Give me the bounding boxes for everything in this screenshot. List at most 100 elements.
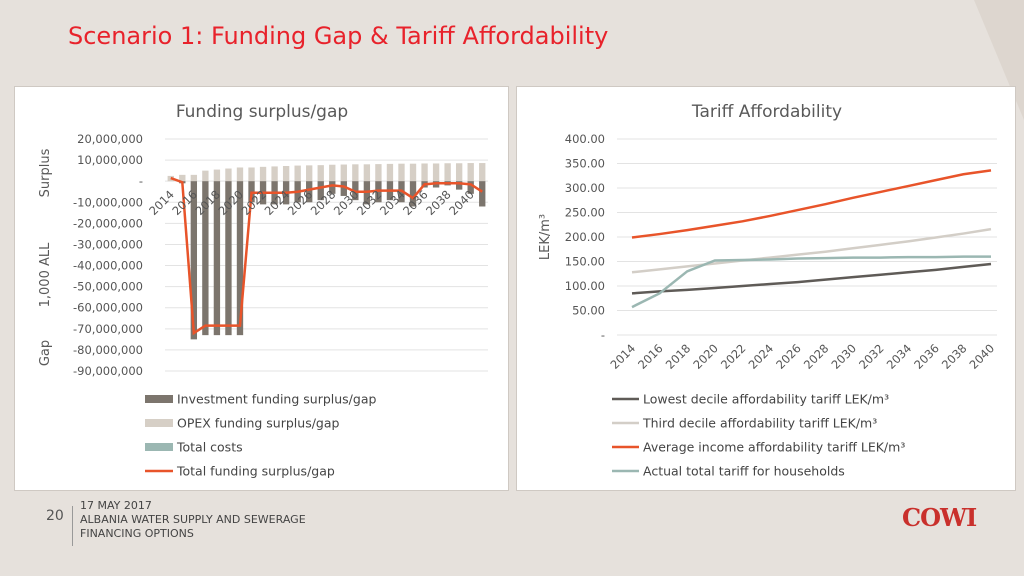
x-tick-label: 2030 (828, 341, 859, 372)
investment-bar (317, 181, 324, 201)
opex-bar (213, 169, 221, 182)
y-axis-label: LEK/m³ (538, 214, 553, 260)
legend-label: Investment funding surplus/gap (177, 392, 376, 407)
tariff-chart: Tariff Affordability 400.00 350.00 300.00 25… (538, 102, 998, 479)
series-line (631, 262, 992, 295)
x-tick-label: 2014 (608, 341, 639, 372)
y-tick-label: 10,000,000 (77, 153, 143, 167)
opex-bar (398, 163, 405, 182)
investment-bar (479, 181, 486, 207)
footer-line2: FINANCING OPTIONS (80, 527, 194, 540)
opex-bar (202, 170, 209, 182)
legend-label: Lowest decile affordability tariff LEK/m… (643, 392, 889, 407)
x-tick-label: 2026 (773, 341, 804, 372)
opex-bar (294, 165, 301, 182)
opex-bar (409, 163, 417, 182)
x-tick-label: 2024 (746, 341, 777, 372)
y-tick-label: -10,000,000 (73, 195, 143, 209)
x-tick-label: 2020 (690, 341, 721, 372)
legend-swatch (145, 443, 173, 451)
slide-title: Scenario 1: Funding Gap & Tariff Afforda… (68, 22, 609, 50)
series-line (631, 227, 992, 274)
y-tick-label: -90,000,000 (73, 364, 143, 378)
opex-bar (444, 163, 451, 182)
opex-bar (248, 167, 255, 182)
footer-text: 17 MAY 2017 ALBANIA WATER SUPPLY AND SEW… (80, 499, 306, 541)
opex-bar (329, 164, 336, 182)
y-tick-label: 300.00 (565, 181, 605, 195)
opex-bar (421, 163, 428, 182)
legend-swatch (145, 419, 173, 427)
y-tick-label: -50,000,000 (73, 280, 143, 294)
opex-bar (236, 167, 244, 182)
page-number: 20 (46, 508, 64, 524)
y-tick-label: -70,000,000 (73, 322, 143, 336)
x-tick-label: 2032 (856, 341, 887, 372)
opex-bar (467, 163, 474, 182)
footer-date: 17 MAY 2017 (80, 499, 152, 512)
investment-bar (467, 181, 474, 194)
y-axis-label: 1,000 ALL (38, 242, 53, 307)
opex-bar (306, 165, 313, 182)
opex-bar (455, 163, 463, 182)
y-tick-label: - (139, 174, 143, 188)
legend-label: Total funding surplus/gap (176, 464, 335, 479)
x-tick-label: 2040 (967, 341, 998, 372)
x-tick-label: 2038 (939, 341, 970, 372)
y-tick-label: 200.00 (565, 230, 605, 244)
opex-bar (282, 165, 290, 182)
investment-bar (190, 181, 198, 340)
opex-bar (317, 165, 324, 182)
opex-bar (190, 174, 198, 182)
legend-swatch (145, 395, 173, 403)
y-tick-label: -40,000,000 (73, 259, 143, 273)
y-tick-label: 50.00 (572, 304, 605, 318)
funding-chart: Funding surplus/gap 20,000,000 10,000,000 -… (38, 102, 488, 479)
investment-bar (409, 181, 417, 207)
investment-bar (329, 181, 336, 194)
footer-divider (72, 506, 73, 546)
y-tick-label: 350.00 (565, 157, 605, 171)
legend-label: Average income affordability tariff LEK/… (643, 440, 905, 455)
opex-bar (225, 168, 232, 182)
chart-title: Funding surplus/gap (176, 102, 348, 122)
y-tick-label: 400.00 (565, 132, 605, 146)
total-funding-line (170, 176, 483, 336)
x-tick-label: 2036 (911, 341, 942, 372)
investment-bar (340, 181, 347, 196)
opex-bar (179, 174, 186, 182)
investment-bar (213, 181, 221, 336)
y-tick-label: 150.00 (565, 255, 605, 269)
y-axis-label: Surplus (38, 148, 53, 197)
legend-label: Third decile affordability tariff LEK/m³ (642, 416, 877, 431)
opex-bar (386, 163, 394, 182)
x-tick-label: 2028 (801, 341, 832, 372)
investment-bar (225, 181, 232, 336)
footer-line1: ALBANIA WATER SUPPLY AND SEWERAGE (80, 513, 306, 526)
opex-bar (352, 164, 359, 182)
series-line (631, 169, 992, 239)
investment-bar (455, 181, 463, 190)
investment-bar (306, 181, 313, 203)
y-axis-label: Gap (38, 340, 53, 366)
y-tick-label: -80,000,000 (73, 343, 143, 357)
x-tick-label: 2022 (718, 341, 749, 372)
x-tick-label: 2034 (884, 341, 915, 372)
y-tick-label: - (601, 328, 605, 342)
investment-bar (236, 181, 244, 336)
opex-bar (259, 166, 267, 182)
y-tick-label: -60,000,000 (73, 301, 143, 315)
chart-title: Tariff Affordability (691, 102, 842, 122)
funding-chart-panel: Funding surplus/gap 20,000,000 10,000,000 -… (14, 86, 509, 491)
x-tick-label: 2018 (663, 341, 694, 372)
y-tick-label: -20,000,000 (73, 216, 143, 230)
y-tick-label: 20,000,000 (77, 132, 143, 146)
legend-label: OPEX funding surplus/gap (177, 416, 340, 431)
legend-label: Total costs (176, 440, 243, 455)
cowi-logo: COWI (902, 503, 977, 532)
legend-label: Actual total tariff for households (643, 464, 845, 479)
opex-bar (363, 164, 371, 182)
opex-bar (271, 166, 278, 182)
opex-bar (340, 164, 347, 182)
series-line (631, 255, 991, 309)
